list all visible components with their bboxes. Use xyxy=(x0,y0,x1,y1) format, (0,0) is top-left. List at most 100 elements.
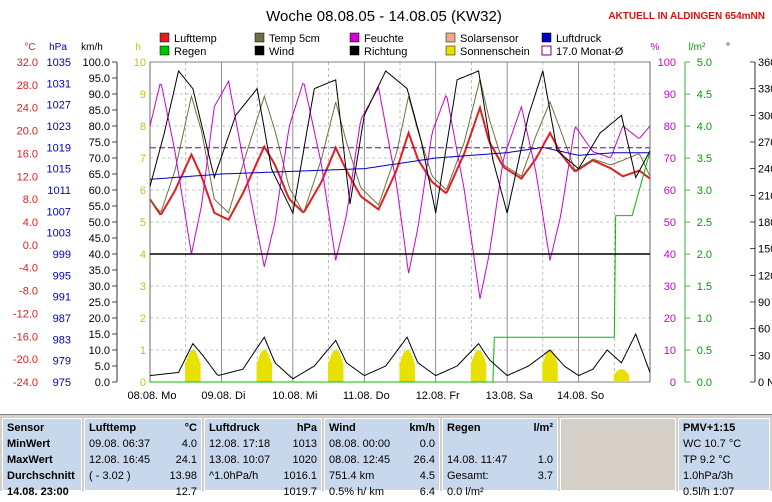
blank-panel xyxy=(560,418,676,491)
sunshine-bar xyxy=(626,374,630,382)
speed_kmh-tick-label: 25.0 xyxy=(89,297,110,309)
direction_deg-tick-label: 210 xyxy=(758,190,772,202)
luftdruck-min-time: 12.08. 17:18 xyxy=(209,438,271,450)
sunshine_h-tick-label: 7 xyxy=(140,153,146,165)
legend-label: Lufttemp xyxy=(174,33,217,45)
sunshine_h-tick-label: 9 xyxy=(140,89,146,101)
percent-tick-label: 60 xyxy=(664,185,676,197)
speed_kmh-tick-label: 0.0 xyxy=(95,377,110,389)
pressure_hpa-tick-label: 1019 xyxy=(47,142,71,154)
x-axis-labels: 08.08. Mo 09.08. Di 10.08. Mi 11.08. Do 12.0… xyxy=(128,390,605,402)
wind-avg-value: 4.5 xyxy=(419,470,435,482)
legend-item-10: 17.0 Monat-Ø xyxy=(541,45,624,58)
x-tick-label: 11.08. Do xyxy=(343,390,390,402)
temp_c-tick-label: 12.0 xyxy=(17,171,38,183)
legend-label: Feuchte xyxy=(364,33,404,45)
pmv-panel: PMV+1:15 WC 10.7 °C TP 9.2 °C 1.0hPa/3h … xyxy=(678,418,770,498)
legend-item-6: Regen xyxy=(159,45,206,58)
speed_kmh-tick-label: 65.0 xyxy=(89,169,110,181)
speed_kmh-tick-label: 70.0 xyxy=(89,153,110,165)
x-tick-label: 09.08. Di xyxy=(201,390,245,402)
temp_c-tick-label: 32.0 xyxy=(17,57,38,69)
pressure_hpa-tick-label: 1007 xyxy=(47,206,71,218)
series-wind xyxy=(149,332,651,380)
temp_c-tick-label: 24.0 xyxy=(17,103,38,115)
pmv-rain-rate: 0.5l/h 1:07 xyxy=(683,486,735,498)
speed_kmh-tick-label: 80.0 xyxy=(89,121,110,133)
legend-label: Sonnenschein xyxy=(460,46,530,58)
series-lines xyxy=(149,69,651,383)
luftdruck-current-value: 1019.7 xyxy=(283,486,317,498)
pressure_hpa-tick-label: 999 xyxy=(53,249,71,261)
regen-max-time: 14.08. 11:47 xyxy=(447,454,508,466)
lufttemp-min-value: 4.0 xyxy=(181,438,197,450)
sunshine_h-tick-label: 2 xyxy=(140,313,146,325)
regen-max-value: 1.0 xyxy=(537,454,553,466)
direction_deg-tick-label: 300 xyxy=(758,110,772,122)
legend-swatch xyxy=(159,32,170,43)
legend-swatch xyxy=(254,45,265,56)
axis-units: °C hPa km/h h % l/m² ° xyxy=(24,42,730,53)
series-richtung xyxy=(149,69,651,215)
pmv-header: PMV+1:15 xyxy=(683,422,736,434)
legend-label: Richtung xyxy=(364,46,407,58)
speed-unit: km/h xyxy=(81,42,103,53)
legend-item-8: Richtung xyxy=(349,45,407,58)
luftdruck-max-time: 13.08. 10:07 xyxy=(209,454,271,466)
legend-swatch xyxy=(541,32,552,43)
weather-chart: Woche 08.08.05 - 14.08.05 (KW32) AKTUELL… xyxy=(13,8,772,402)
regen-unit: l/m² xyxy=(533,422,553,434)
rain_lm2-tick-label: 0.5 xyxy=(697,345,712,357)
speed_kmh-tick-label: 15.0 xyxy=(89,329,110,341)
sunshine_h-tick-label: 10 xyxy=(134,57,146,69)
temp_c-tick-label: -8.0 xyxy=(19,286,38,298)
series-feuchte xyxy=(149,79,651,299)
regen-total-value: 3.7 xyxy=(537,470,553,482)
rain_lm2-tick-label: 1.5 xyxy=(697,281,712,293)
pressure_hpa-tick-label: 975 xyxy=(53,377,71,389)
temp-unit: °C xyxy=(24,42,35,53)
percent-tick-label: 100 xyxy=(658,57,676,69)
temp_c-tick-label: -24.0 xyxy=(13,377,38,389)
legend-item-4: Solarsensor xyxy=(445,32,519,45)
percent-tick-label: 80 xyxy=(664,121,676,133)
legend-swatch xyxy=(254,32,265,43)
speed_kmh-tick-label: 90.0 xyxy=(89,89,110,101)
legend-swatch xyxy=(349,32,360,43)
wind-min-time: 08.08. 00:00 xyxy=(329,438,391,450)
lufttemp-current-value: 12.7 xyxy=(175,486,197,498)
speed_kmh-tick-label: 100.0 xyxy=(82,57,110,69)
rain_lm2-tick-label: 0.0 xyxy=(697,377,712,389)
wind-current-value: 6.4 xyxy=(419,486,435,498)
speed_kmh-tick-label: 60.0 xyxy=(89,185,110,197)
regen-total-label: Gesamt: xyxy=(447,470,489,482)
temp_c-tick-label: -16.0 xyxy=(13,331,38,343)
lufttemp-avg-value: 13.98 xyxy=(169,470,197,482)
pmv-pressure-trend: 1.0hPa/3h xyxy=(683,470,734,482)
pressure-unit: hPa xyxy=(49,42,67,53)
rain_lm2-tick-label: 2.0 xyxy=(697,249,712,261)
lufttemp-max-value: 24.1 xyxy=(175,454,197,466)
sunshine_h-tick-label: 4 xyxy=(140,249,146,261)
sunshine_h-tick-label: 1 xyxy=(140,345,146,357)
rain_lm2-tick-label: 4.0 xyxy=(697,121,712,133)
temp_c-tick-label: 16.0 xyxy=(17,148,38,160)
rain_lm2-tick-label: 2.5 xyxy=(697,217,712,229)
regen-header: Regen xyxy=(447,422,481,434)
luftdruck-unit: hPa xyxy=(296,422,317,434)
legend-swatch xyxy=(445,45,456,56)
legend-label: Regen xyxy=(174,46,206,58)
percent-tick-label: 90 xyxy=(664,89,676,101)
legend-swatch xyxy=(445,32,456,43)
temp_c-tick-label: 28.0 xyxy=(17,80,38,92)
degree-unit: ° xyxy=(726,42,730,53)
speed_kmh-tick-label: 85.0 xyxy=(89,105,110,117)
sensor-row-current: 14.08. 23:00 xyxy=(7,486,69,498)
legend-item-5: Luftdruck xyxy=(541,32,602,45)
luftdruck-avg-value: 1016.1 xyxy=(283,470,317,482)
legend-item-1: Lufttemp xyxy=(159,32,217,45)
pmv-windchill: WC 10.7 °C xyxy=(683,438,742,450)
pressure_hpa-tick-label: 991 xyxy=(53,292,71,304)
temp_c-tick-label: 20.0 xyxy=(17,126,38,138)
wind-max-value: 26.4 xyxy=(413,454,435,466)
